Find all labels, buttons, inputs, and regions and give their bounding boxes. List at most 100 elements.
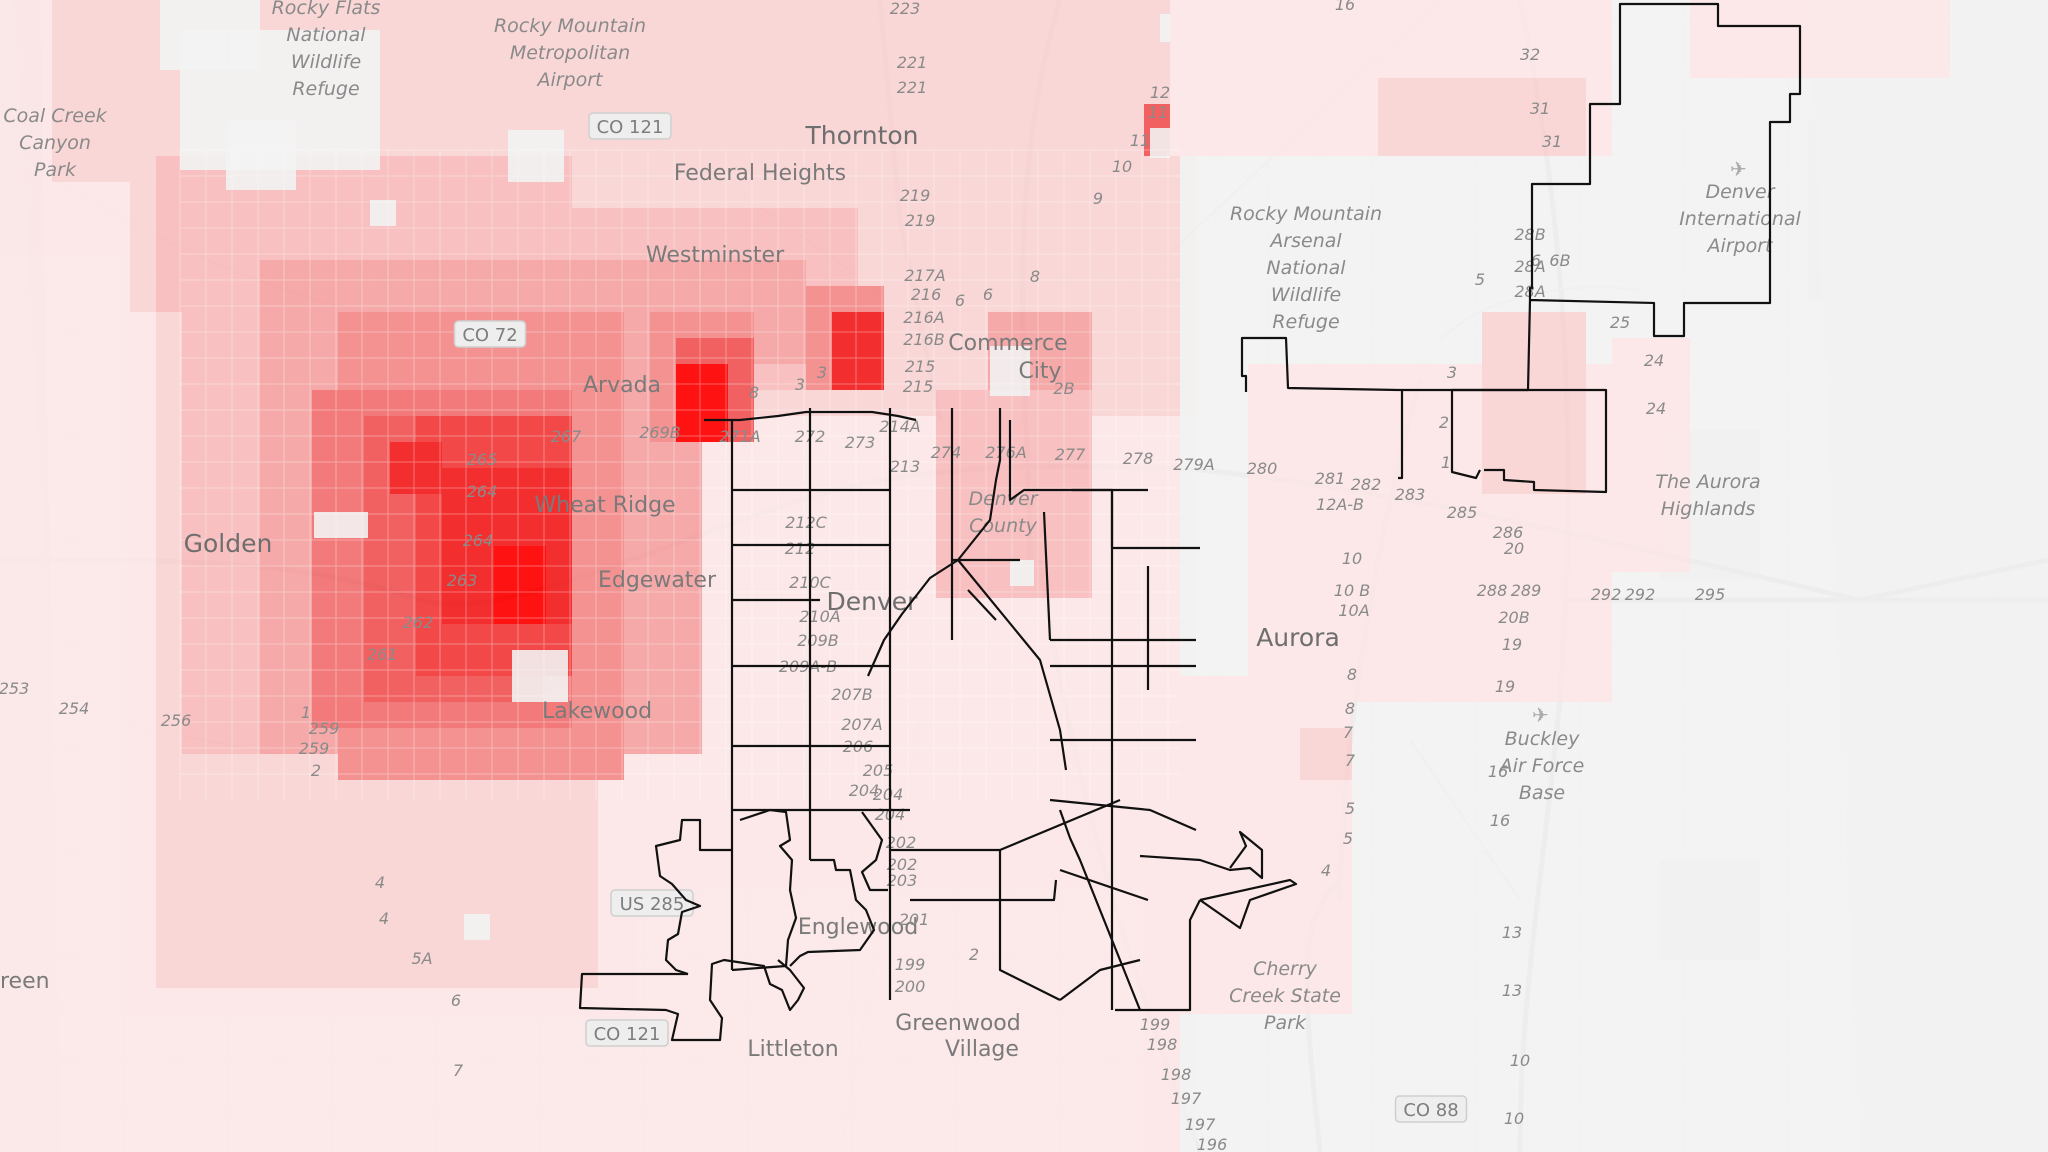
heat-gap — [508, 130, 564, 182]
exit-number: 217A — [904, 266, 945, 285]
exit-number: 209B — [797, 631, 839, 650]
city-label: Wheat Ridge — [534, 493, 675, 518]
exit-number: 204 — [849, 781, 880, 800]
svg-text:CO 72: CO 72 — [462, 325, 517, 346]
district-boundary[interactable] — [1058, 809, 1142, 1011]
exit-number: 6 — [983, 285, 993, 304]
exit-number: 31 — [1542, 132, 1562, 151]
park-label: Refuge — [292, 78, 359, 100]
park-label: County — [969, 515, 1037, 537]
exit-number: 199 — [895, 955, 926, 974]
district-boundary[interactable] — [1008, 420, 1200, 550]
exit-number: 197 — [1185, 1115, 1216, 1134]
exit-number: 264 — [467, 482, 498, 501]
district-boundary[interactable] — [1199, 878, 1298, 930]
district-boundary[interactable] — [1059, 958, 1141, 1001]
district-boundary[interactable] — [1059, 868, 1149, 902]
heat-cell — [1378, 78, 1586, 156]
exit-number: 12 — [1150, 83, 1170, 102]
exit-number: 9 — [1093, 189, 1103, 208]
park-label: International — [1679, 208, 1801, 230]
district-boundary[interactable] — [866, 559, 959, 677]
exit-number: 215 — [905, 357, 936, 376]
exit-number: 11 — [1148, 103, 1168, 122]
exit-number: 7 — [1343, 723, 1354, 742]
exit-number: 6 — [955, 291, 965, 310]
district-boundary[interactable] — [1115, 899, 1201, 1012]
park-label: Rocky Mountain — [1230, 203, 1382, 225]
city-label: Golden — [184, 529, 273, 558]
exit-number: 10 — [1342, 549, 1362, 568]
exit-number: 281 — [1315, 469, 1346, 488]
district-boundary-east[interactable] — [1240, 336, 1404, 480]
city-label: Greenwood — [895, 1011, 1021, 1036]
district-boundary[interactable] — [704, 410, 917, 422]
park-label: Rocky Flats — [272, 0, 381, 19]
city-label: City — [1018, 359, 1061, 384]
city-label: Commerce — [948, 331, 1067, 356]
district-boundary[interactable] — [1049, 798, 1197, 832]
heat-cell — [1300, 728, 1352, 780]
district-boundary[interactable] — [910, 879, 1058, 902]
heat-cell — [1612, 338, 1690, 572]
exit-number: 10 — [1504, 1109, 1524, 1128]
city-label: Arvada — [583, 373, 661, 398]
city-label: Federal Heights — [674, 161, 846, 186]
exit-number: 12A-B — [1316, 495, 1364, 514]
park-label: Air Force — [1498, 755, 1585, 777]
district-boundary[interactable] — [957, 408, 1002, 561]
exit-number: 292 — [1591, 585, 1622, 604]
district-boundary[interactable] — [789, 858, 876, 967]
park-label: Arsenal — [1268, 230, 1342, 252]
heat-cell — [1482, 312, 1586, 494]
district-boundary[interactable] — [578, 958, 806, 1042]
district-boundary[interactable] — [860, 811, 888, 892]
exit-number: 24 — [1646, 399, 1666, 418]
highway-shield: CO 88 — [1394, 1095, 1468, 1123]
svg-text:CO 121: CO 121 — [594, 1024, 661, 1045]
exit-number: 213 — [890, 457, 921, 476]
exit-number: 203 — [887, 871, 918, 890]
exit-number: 2B — [1053, 379, 1074, 398]
district-boundary-east[interactable] — [1402, 388, 1481, 480]
district-boundary[interactable] — [998, 850, 1061, 1001]
district-boundary[interactable] — [731, 808, 798, 972]
exit-number: 202 — [886, 833, 917, 852]
exit-number: 212 — [785, 539, 816, 558]
exit-number: 11 — [1130, 131, 1150, 150]
exit-number: 200 — [895, 977, 926, 996]
park-label: Cherry — [1253, 958, 1318, 980]
park-label: Highlands — [1661, 498, 1756, 520]
exit-number: 219 — [905, 211, 936, 230]
heat-cell — [1430, 624, 1508, 676]
exit-number: 202 — [887, 855, 918, 874]
district-boundary[interactable] — [1042, 511, 1052, 641]
exit-number: 32 — [1520, 45, 1540, 64]
district-boundary[interactable] — [654, 818, 732, 976]
exit-number: 216B — [903, 330, 945, 349]
district-boundary[interactable] — [967, 589, 997, 621]
park-labels: Rocky Flats National Wildlife Refuge Rocky M… — [3, 0, 1801, 1034]
exit-number: 219 — [900, 186, 931, 205]
exit-number: 198 — [1147, 1035, 1178, 1054]
city-label: Lakewood — [542, 699, 652, 724]
district-boundary-east[interactable] — [1452, 388, 1608, 494]
district-boundary[interactable] — [957, 559, 1068, 771]
park-label: Refuge — [1272, 311, 1339, 333]
park-label: Park — [34, 159, 77, 181]
exit-number: 205 — [863, 761, 894, 780]
exit-number: 8 — [1345, 699, 1355, 718]
exit-number: 288 — [1477, 581, 1508, 600]
city-label: Aurora — [1256, 623, 1340, 652]
exit-number: 223 — [890, 0, 921, 18]
district-boundary-east[interactable] — [1452, 2, 1802, 392]
denver-county-boundary[interactable] — [578, 2, 1802, 1042]
exit-number: 3 — [1447, 363, 1457, 382]
exit-labels: 223221221219219217A216216A216B215215214A… — [0, 0, 1725, 1152]
park-label: Coal Creek — [3, 105, 107, 127]
district-boundary[interactable] — [1139, 830, 1264, 880]
city-labels: Thornton Federal Heights Westminster Arvada… — [0, 121, 1340, 1062]
heat-cell — [832, 312, 884, 390]
